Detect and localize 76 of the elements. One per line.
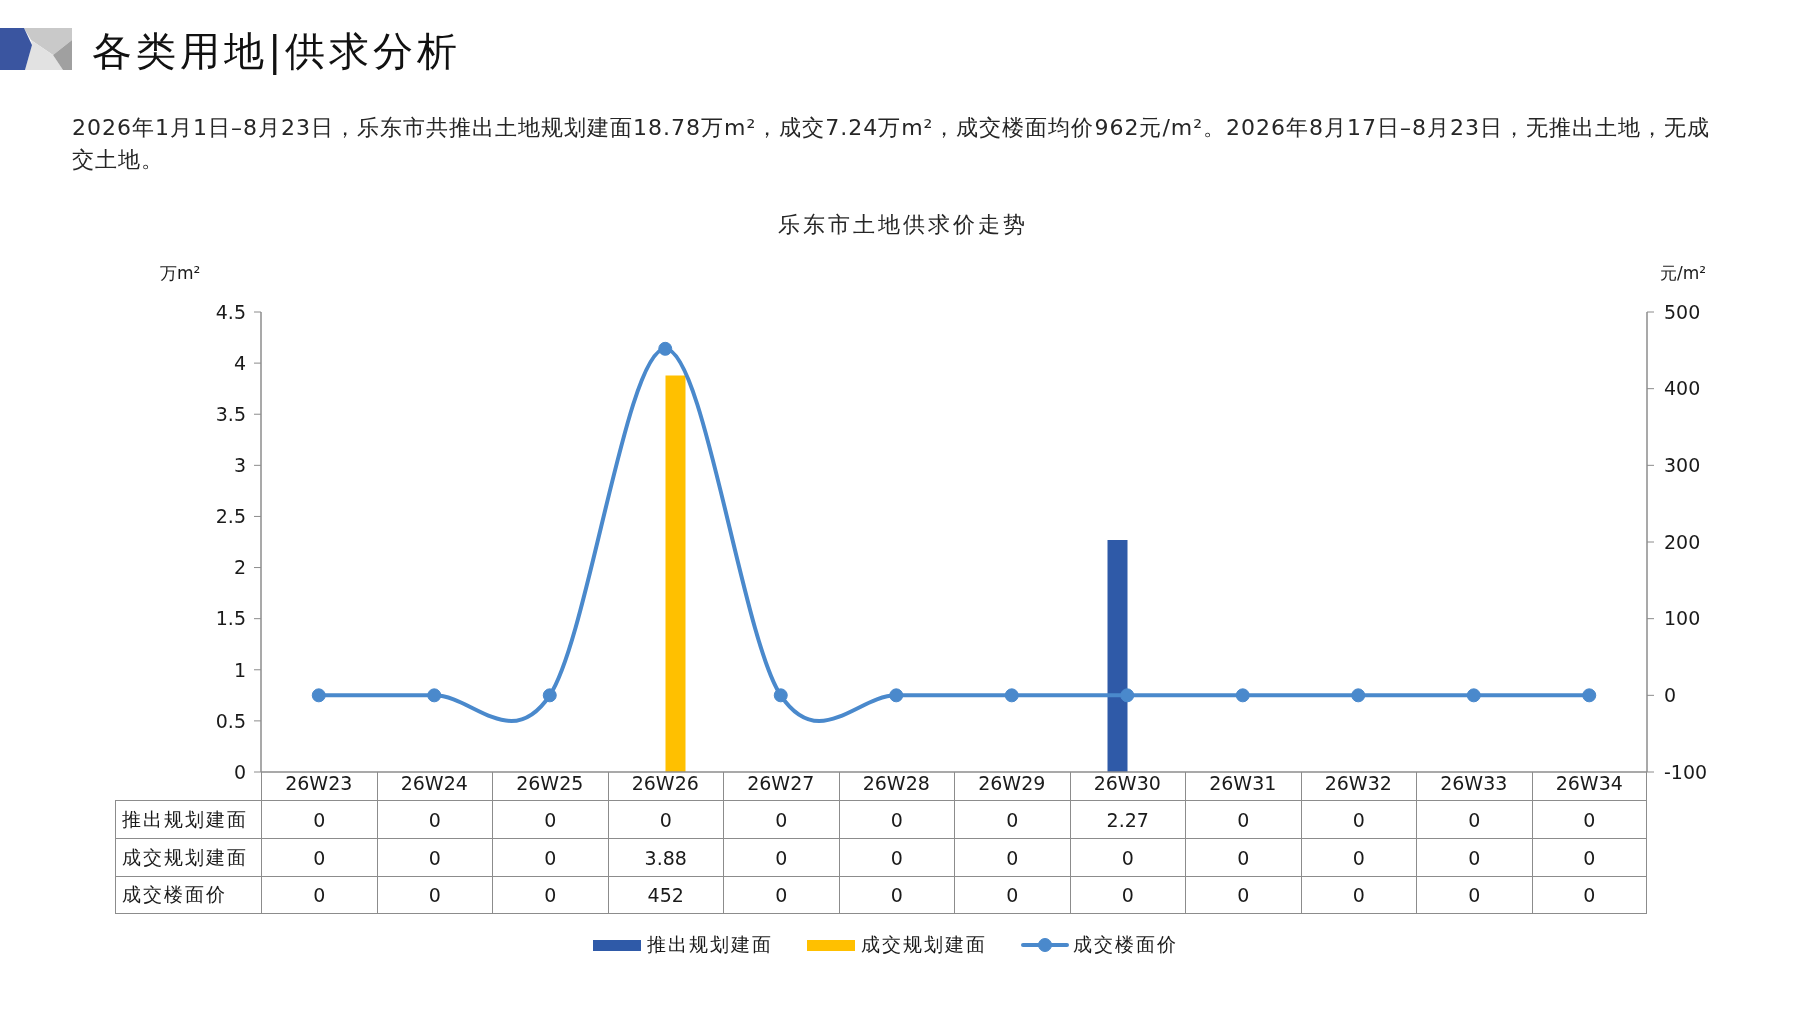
- data-label: 0: [1300, 800, 1416, 838]
- data-label: 0: [723, 876, 839, 914]
- y-tick-label: 4: [233, 351, 246, 374]
- data-label: 0: [1416, 838, 1532, 876]
- y-tick-label: 1: [233, 658, 246, 681]
- y-tick-label: 4.5: [215, 300, 246, 323]
- data-label: 0: [607, 800, 723, 838]
- y2-tick-label: -100: [1664, 760, 1708, 783]
- y2-tick-label: 400: [1664, 377, 1701, 400]
- legend-label: 成交楼面价: [1073, 932, 1178, 957]
- y-tick-label: 2: [233, 556, 246, 579]
- data-label: 0: [1185, 876, 1301, 914]
- y-tick-label: 3: [233, 454, 246, 477]
- x-tick-label: 26W27: [747, 772, 815, 795]
- data-label: 0: [1531, 838, 1647, 876]
- x-tick-label: 26W24: [400, 772, 468, 795]
- x-tick-label: 26W33: [1440, 772, 1508, 795]
- data-label: 0: [723, 838, 839, 876]
- data-label: 0: [1531, 876, 1647, 914]
- data-label: 0: [1531, 800, 1647, 838]
- text: 成交规划建面: [122, 845, 248, 868]
- data-label: 0: [261, 800, 377, 838]
- legend-label: 成交规划建面: [861, 932, 987, 957]
- y-tick-label: 3.5: [215, 402, 246, 425]
- x-tick-label: 26W31: [1209, 772, 1277, 795]
- data-label: 0: [1185, 800, 1301, 838]
- x-tick-label: 26W29: [978, 772, 1046, 795]
- data-label: 0: [1300, 876, 1416, 914]
- data-label: 0: [1300, 838, 1416, 876]
- data-label: 0: [492, 800, 608, 838]
- data-label: 0: [376, 800, 492, 838]
- data-label: 0: [492, 838, 608, 876]
- y-tick-label: 0: [233, 760, 246, 783]
- data-label: 0: [954, 838, 1070, 876]
- chart-title: 各类用地|供求分析: [92, 27, 462, 77]
- data-label: 0: [1416, 876, 1532, 914]
- y2-tick-label: 500: [1664, 300, 1701, 323]
- x-tick-label: 26W25: [516, 772, 584, 795]
- data-label: 0: [954, 876, 1070, 914]
- x-tick-label: 26W23: [285, 772, 353, 795]
- data-label: 0: [261, 838, 377, 876]
- data-label: 0: [723, 800, 839, 838]
- data-label: 0: [376, 838, 492, 876]
- text: 成交楼面价: [122, 883, 227, 905]
- data-label: 0: [492, 876, 608, 914]
- y2-tick-label: 0: [1664, 684, 1677, 707]
- y-tick-label: 0.5: [215, 709, 246, 732]
- y2-axis-title: 元/m²: [1660, 262, 1707, 285]
- chart-subtitle: 乐东市土地供求价走势: [776, 211, 1029, 239]
- data-label: 0: [1416, 800, 1532, 838]
- data-label: 0: [1185, 838, 1301, 876]
- data-label: 2.27: [1069, 800, 1185, 838]
- text: 2026年1月1日–8月23日，乐东市共推出土地规划建面18.78万m²，成交7.24万m²，成交楼面均价962元/m²。2026年8月17日–8月23日，无推出土地，无成交土地。: [72, 114, 1712, 174]
- legend-label: 推出规划建面: [647, 932, 773, 957]
- y-tick-label: 1.5: [215, 607, 246, 630]
- data-label: 3.88: [607, 838, 723, 876]
- text: 推出规划建面: [122, 807, 248, 830]
- data-label: 0: [954, 800, 1070, 838]
- data-label: 0: [838, 838, 954, 876]
- data-label: 0: [376, 876, 492, 914]
- y-tick-label: 2.5: [215, 505, 246, 528]
- x-tick-label: 26W26: [631, 772, 699, 795]
- data-label: 452: [607, 876, 723, 914]
- y2-tick-label: 200: [1664, 530, 1701, 553]
- data-label: 0: [1069, 876, 1185, 914]
- data-label: 0: [1069, 838, 1185, 876]
- x-tick-label: 26W32: [1324, 772, 1392, 795]
- y2-tick-label: 300: [1664, 454, 1701, 477]
- x-tick-label: 26W28: [862, 772, 930, 795]
- y-axis-title: 万m²: [160, 262, 201, 285]
- data-label: 0: [838, 876, 954, 914]
- data-label: 0: [838, 800, 954, 838]
- data-label: 0: [261, 876, 377, 914]
- x-tick-label: 26W30: [1093, 772, 1161, 795]
- y2-tick-label: 100: [1664, 607, 1701, 630]
- x-tick-label: 26W34: [1555, 772, 1623, 795]
